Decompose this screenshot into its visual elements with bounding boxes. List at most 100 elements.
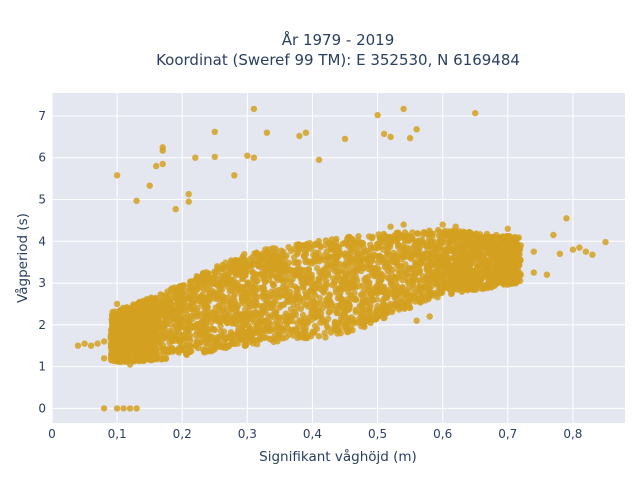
data-point (512, 245, 520, 252)
data-point (401, 304, 408, 311)
data-point (142, 310, 150, 317)
data-point (367, 254, 374, 261)
data-point (269, 300, 277, 307)
data-point (366, 279, 373, 286)
data-point (156, 296, 163, 304)
data-point (394, 261, 401, 269)
data-point (219, 261, 226, 269)
data-point (211, 128, 218, 135)
data-point (183, 323, 190, 330)
data-point (472, 284, 479, 291)
data-point (272, 326, 279, 333)
data-point (517, 257, 524, 264)
data-point (426, 313, 433, 320)
data-point (229, 320, 236, 327)
data-point (192, 332, 199, 339)
data-point (356, 282, 363, 290)
data-point (201, 329, 208, 336)
data-point (283, 298, 291, 305)
data-point (216, 308, 223, 316)
data-point (203, 276, 210, 283)
data-point (318, 271, 325, 278)
data-point (231, 331, 238, 339)
data-point (172, 205, 179, 213)
data-point (163, 296, 171, 303)
data-point (171, 294, 179, 302)
data-point (374, 302, 381, 310)
data-point (441, 239, 448, 246)
data-point (201, 302, 209, 309)
data-point (312, 249, 320, 256)
data-point (211, 343, 218, 351)
data-point (218, 342, 225, 349)
data-point (416, 283, 423, 290)
data-point (358, 267, 365, 275)
data-point (400, 221, 407, 228)
data-point (240, 333, 247, 340)
data-point (439, 284, 446, 291)
data-point (293, 288, 300, 296)
data-point (398, 232, 405, 239)
data-point (205, 270, 212, 277)
data-point (168, 301, 175, 308)
data-point (445, 278, 452, 285)
data-point (325, 309, 332, 316)
data-point (365, 303, 373, 311)
data-point (375, 265, 382, 273)
data-point (446, 238, 453, 246)
data-point (176, 322, 183, 329)
data-point (406, 134, 414, 142)
data-point (469, 238, 476, 245)
data-point (569, 246, 577, 253)
data-point (349, 327, 356, 334)
data-point (437, 289, 444, 297)
data-point (556, 250, 564, 257)
data-point (332, 326, 339, 334)
data-point (423, 242, 431, 249)
data-point (227, 300, 234, 308)
data-point (307, 275, 314, 282)
data-point (359, 240, 367, 247)
data-point (361, 276, 368, 283)
data-point (277, 267, 285, 274)
data-point (253, 341, 261, 348)
data-point (302, 129, 310, 136)
data-point (296, 132, 303, 140)
data-point (301, 301, 308, 308)
data-point (495, 258, 502, 265)
data-point (278, 292, 285, 299)
data-point (244, 292, 252, 299)
data-point (367, 245, 375, 253)
data-point (334, 268, 341, 275)
data-point (185, 198, 192, 205)
data-point (256, 329, 263, 337)
data-point (410, 244, 417, 251)
data-point (426, 229, 433, 237)
data-point (316, 294, 323, 302)
data-point (409, 235, 416, 243)
data-point (115, 350, 123, 358)
data-point (500, 280, 507, 287)
data-point (100, 405, 108, 412)
data-point (387, 223, 394, 230)
data-point (354, 237, 362, 244)
data-point (274, 276, 282, 284)
data-point (431, 239, 439, 246)
data-point (175, 314, 182, 321)
data-point (226, 269, 233, 277)
data-point (335, 285, 343, 293)
data-point (246, 338, 254, 345)
data-point (459, 243, 467, 251)
data-point (138, 328, 145, 336)
data-point (315, 308, 322, 315)
data-point (473, 230, 480, 237)
data-point (250, 299, 257, 306)
data-point (130, 331, 137, 339)
data-point (361, 323, 368, 331)
data-point (186, 331, 193, 338)
data-point (239, 263, 246, 270)
data-point (410, 272, 417, 279)
data-point (293, 250, 301, 258)
data-point (358, 291, 365, 299)
data-point (109, 334, 116, 342)
